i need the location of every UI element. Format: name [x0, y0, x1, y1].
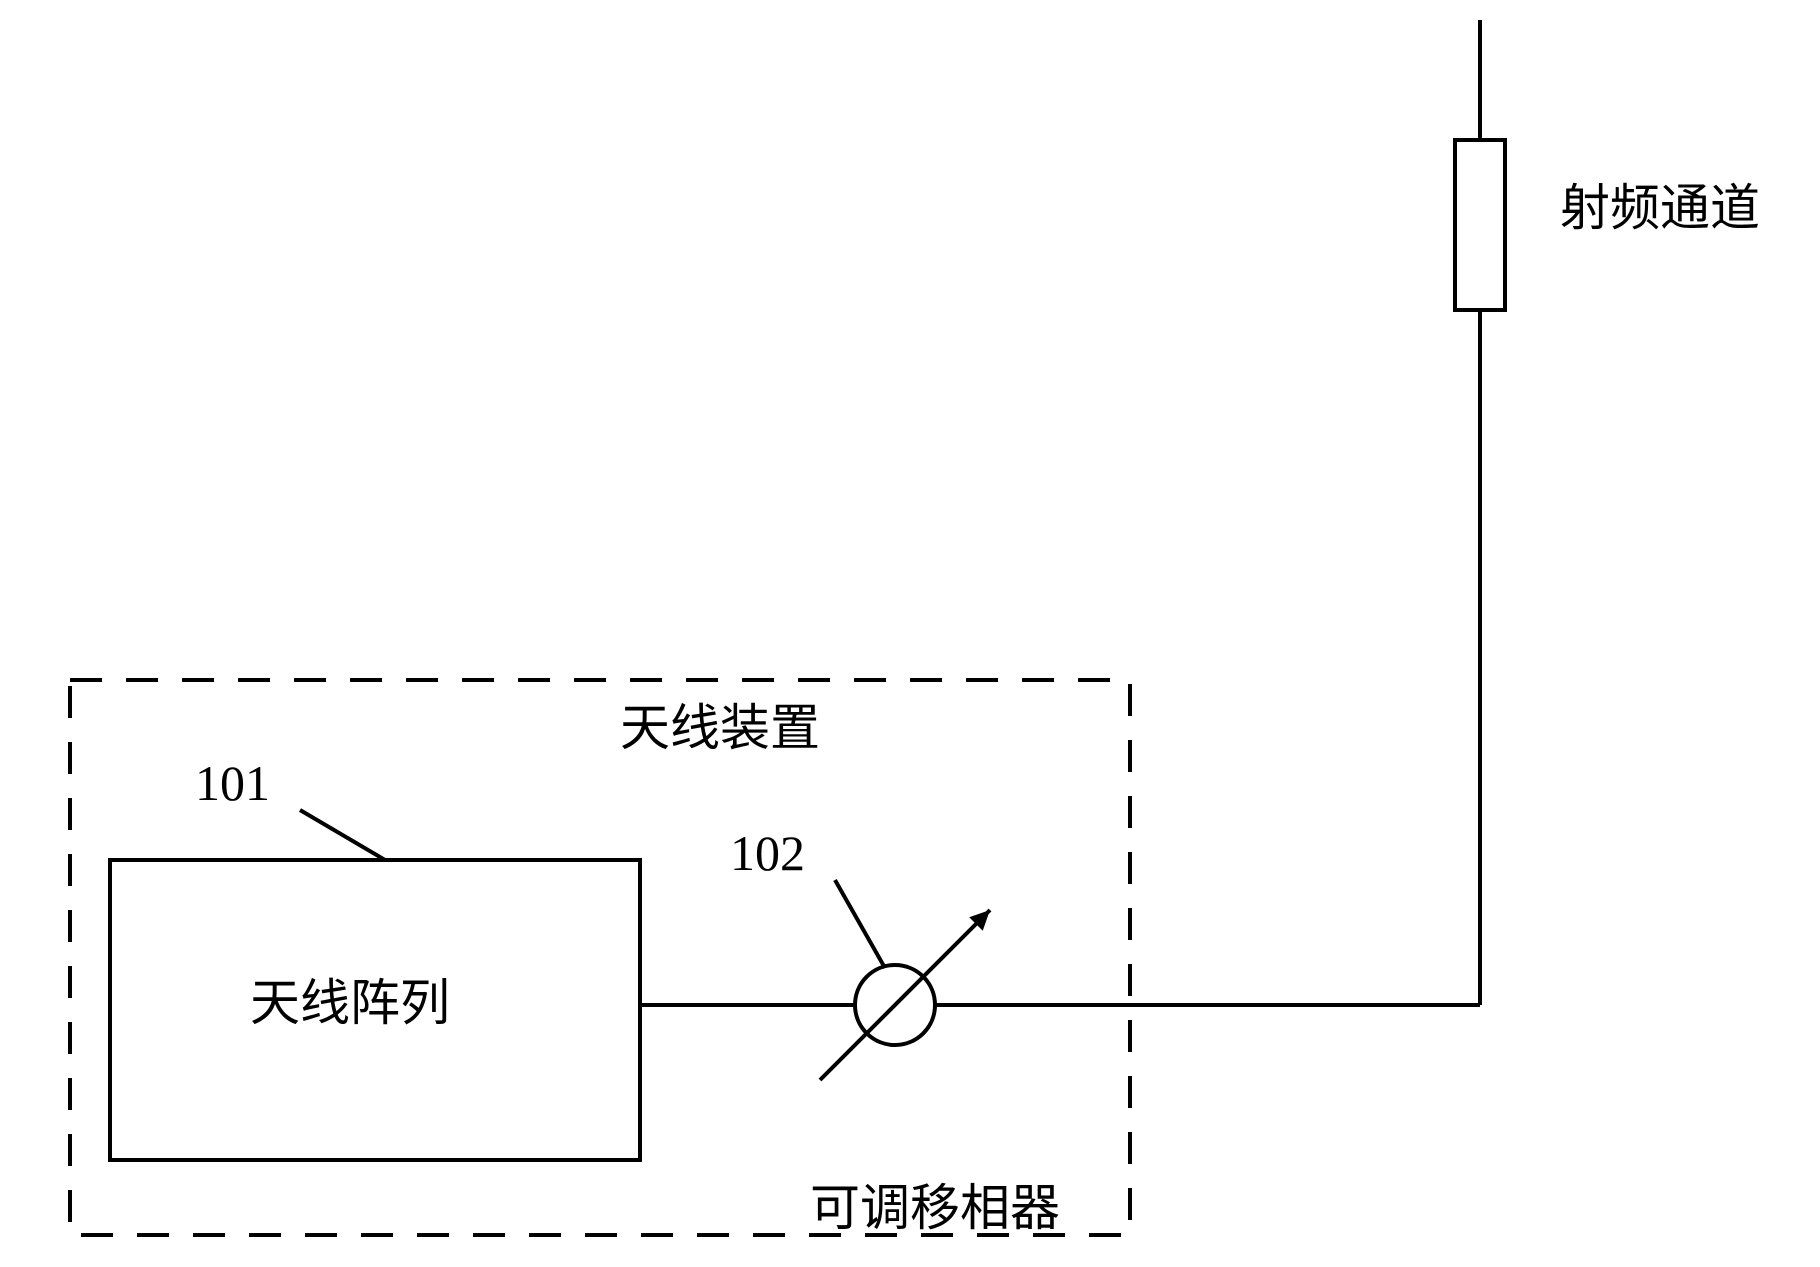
svg-text:射频通道: 射频通道	[1560, 180, 1760, 236]
svg-text:天线阵列: 天线阵列	[250, 975, 450, 1031]
svg-text:101: 101	[195, 755, 270, 811]
svg-text:可调移相器: 可调移相器	[810, 1180, 1060, 1236]
svg-text:天线装置: 天线装置	[620, 700, 820, 756]
svg-text:102: 102	[730, 825, 805, 881]
